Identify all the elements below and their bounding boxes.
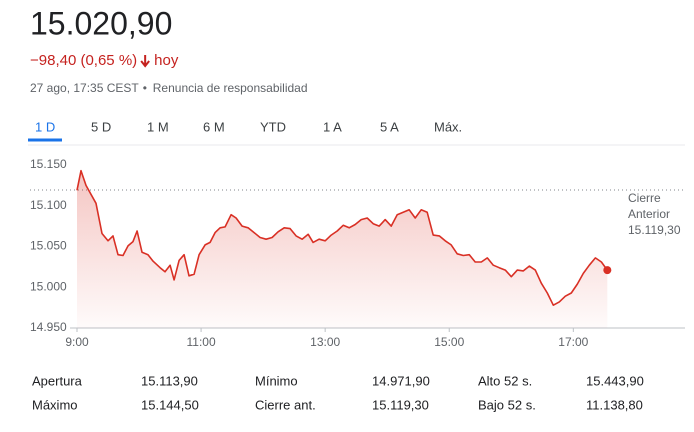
- stat-label: Apertura: [32, 373, 83, 388]
- stat-label: Máximo: [32, 397, 78, 412]
- previous-close-label: Cierre Anterior 15.119,30: [628, 190, 694, 238]
- range-tabs: 1 D 5 D 1 M 6 M YTD 1 A 5 A Máx.: [35, 119, 462, 134]
- y-tick-label: 15.050: [30, 239, 67, 253]
- stat-label: Alto 52 s.: [478, 373, 532, 388]
- stat-label: Bajo 52 s.: [478, 397, 536, 412]
- range-tab[interactable]: 5 D: [91, 119, 111, 134]
- x-tick-label: 11:00: [187, 335, 216, 349]
- chart: 14.950 15.000 15.050 15.100 15.150 9:00 11:00 1…: [30, 157, 685, 349]
- range-tab[interactable]: 5 A: [380, 119, 399, 134]
- stat-value: 14.971,90: [372, 373, 430, 388]
- stat-label: Mínimo: [255, 373, 298, 388]
- stat-value: 15.113,90: [141, 373, 198, 388]
- change: −98,40 (0,65 %): [30, 52, 137, 69]
- y-tick-label: 14.950: [30, 320, 67, 334]
- range-tab[interactable]: 1 M: [147, 119, 169, 134]
- separator: •: [143, 81, 147, 95]
- x-tick-label: 15:00: [434, 335, 464, 349]
- previous-close-title: Cierre Anterior: [628, 191, 671, 221]
- area: [77, 170, 608, 328]
- x-tick-label: 17:00: [558, 335, 588, 349]
- timestamp: 27 ago, 17:35 CEST: [30, 81, 139, 95]
- stat-label: Cierre ant.: [255, 397, 316, 412]
- price: 15.020,90: [30, 5, 172, 41]
- down-arrow: [140, 55, 150, 68]
- range-tab[interactable]: 6 M: [203, 119, 225, 134]
- range-tab[interactable]: 1 D: [35, 119, 55, 134]
- stat-value: 15.443,90: [586, 373, 644, 388]
- y-tick-label: 15.150: [30, 157, 67, 171]
- range-tab[interactable]: Máx.: [434, 119, 462, 134]
- x-tick-label: 9:00: [65, 335, 89, 349]
- stat-value: 15.119,30: [372, 397, 429, 412]
- disclaimer-link[interactable]: Renuncia de responsabilidad: [153, 81, 308, 95]
- y-tick-label: 15.100: [30, 198, 67, 212]
- price-line: [76, 169, 608, 306]
- range-tab[interactable]: YTD: [260, 119, 286, 134]
- period: hoy: [154, 52, 179, 69]
- previous-close-value: 15.119,30: [628, 223, 681, 237]
- stat-value: 11.138,80: [586, 397, 643, 412]
- last-point: [603, 266, 612, 275]
- x-tick-label: 13:00: [310, 335, 340, 349]
- stat-value: 15.144,50: [141, 397, 199, 412]
- y-tick-label: 15.000: [30, 279, 67, 293]
- range-tab[interactable]: 1 A: [323, 119, 342, 134]
- previous-close-text: Cierre Anterior 15.119,30: [628, 190, 694, 238]
- stats-table: Apertura 15.113,90 Mínimo 14.971,90 Alto 52 …: [32, 373, 644, 412]
